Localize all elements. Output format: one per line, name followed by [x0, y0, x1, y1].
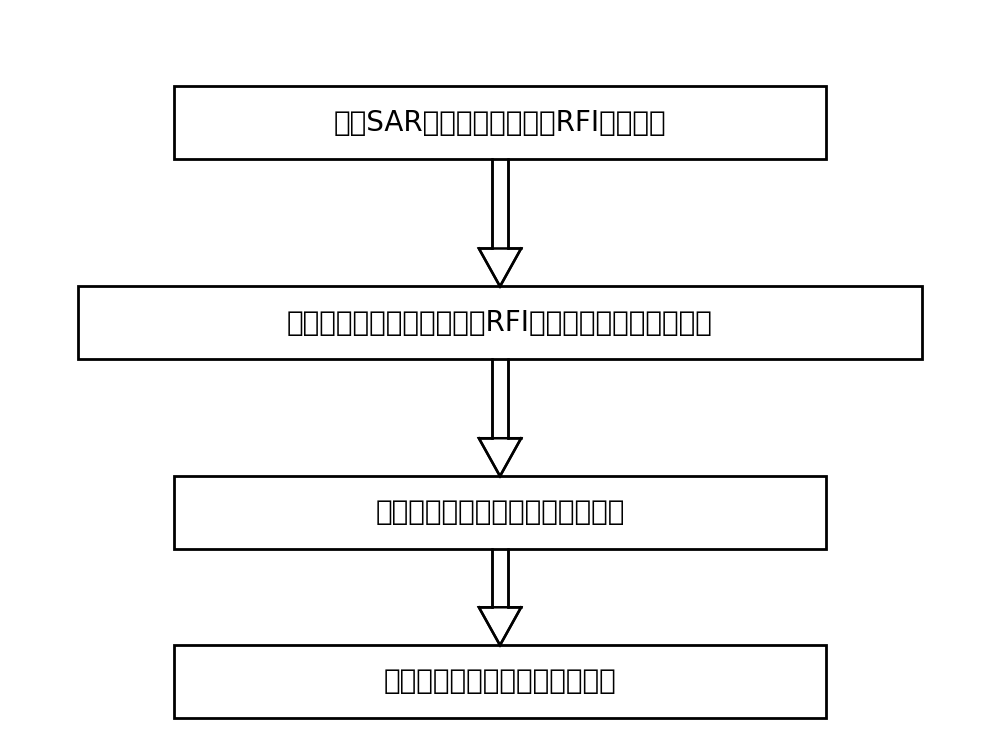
- Text: 射频干扰抑制后的目标回波信号: 射频干扰抑制后的目标回波信号: [384, 668, 616, 695]
- Polygon shape: [479, 608, 521, 645]
- FancyBboxPatch shape: [174, 476, 826, 549]
- Polygon shape: [479, 438, 521, 476]
- Polygon shape: [479, 248, 521, 286]
- FancyBboxPatch shape: [174, 86, 826, 159]
- Text: 建立SAR沿方位向的单次含RFI回波模型: 建立SAR沿方位向的单次含RFI回波模型: [334, 109, 666, 136]
- FancyBboxPatch shape: [78, 286, 922, 359]
- Text: 构建联合低秩与稀疏约束的RFI与目标回波信号分离模型: 构建联合低秩与稀疏约束的RFI与目标回波信号分离模型: [287, 309, 713, 337]
- Text: 采用交替迭代投影策略求解该模型: 采用交替迭代投影策略求解该模型: [375, 499, 625, 526]
- FancyBboxPatch shape: [174, 645, 826, 718]
